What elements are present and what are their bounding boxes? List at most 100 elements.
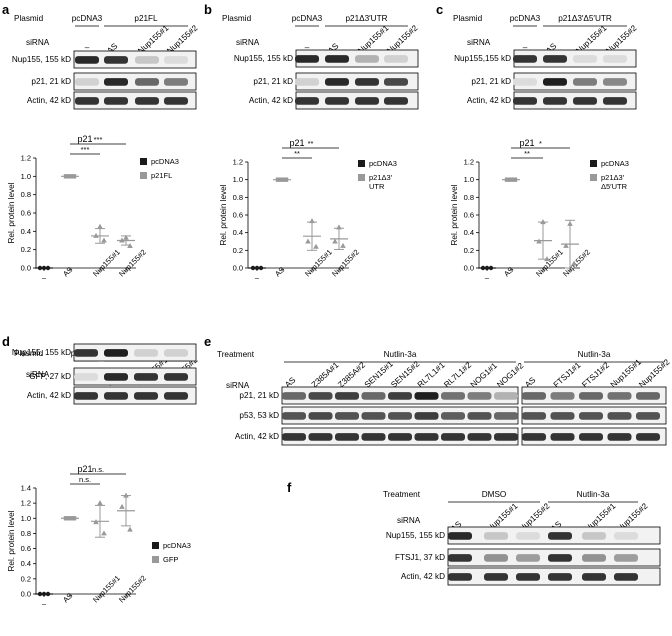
data-point: [567, 220, 573, 226]
blot-panel-d: PlasmidsiRNApcDNA3GFP–ASNup155#1Nup155#2…: [12, 343, 200, 405]
row-label-plasmid: Plasmid: [453, 14, 483, 23]
legend-label-cont: Δ5′UTR: [601, 182, 628, 191]
y-tick-label: 0.4: [21, 227, 31, 236]
significance-label: **: [308, 139, 314, 148]
significance-label: n.s.: [92, 465, 104, 474]
data-point: [258, 265, 264, 271]
data-point: [305, 238, 311, 244]
data-point: [480, 265, 486, 271]
data-point: [123, 492, 129, 498]
y-axis-label: Rel. protein level: [219, 184, 228, 245]
chart-title: p21: [519, 138, 534, 148]
x-tick-label: AS: [273, 265, 286, 278]
legend-label: pcDNA3: [369, 159, 397, 168]
blot-strip-right-3-band-2: [550, 433, 575, 441]
blot-strip-left-1-band-2: [308, 392, 333, 400]
blot-strip-3-band-4: [603, 97, 627, 105]
legend-swatch: [152, 556, 159, 563]
blot-strip-1-band-2: [543, 55, 567, 63]
row-label-sirna: siRNA: [236, 38, 260, 47]
y-axis-label: Rel. protein level: [7, 510, 16, 571]
data-point: [119, 503, 125, 509]
blot-strip-2-band-3: [134, 373, 158, 381]
blot-strip-3-band-4: [548, 573, 572, 581]
blot-strip-2-band-3: [355, 78, 379, 86]
significance-label: *: [539, 139, 542, 148]
lane-label-1: –: [523, 43, 528, 52]
blot-strip-right-1-band-1: [522, 392, 546, 400]
y-tick-label: 0.4: [21, 559, 31, 568]
data-point: [504, 177, 510, 182]
panel-letter-c: c: [436, 2, 443, 17]
blot-strip-left-2-band-8: [467, 412, 492, 420]
blot-strip-left-2-band-9: [494, 412, 518, 420]
legend-label: pcDNA3: [163, 541, 191, 550]
data-point: [313, 243, 319, 249]
blot-strip-right-3-band-5: [636, 433, 660, 441]
data-point: [127, 526, 133, 532]
y-tick-label: 0.2: [21, 574, 31, 583]
data-point: [119, 237, 125, 243]
blot-strip-1-band-3: [134, 349, 158, 357]
blot-strip-3-band-3: [134, 392, 158, 400]
blot-strip-right-2-band-5: [636, 412, 660, 420]
blot-strip-3-band-2: [325, 97, 349, 105]
panel-letter-a: a: [2, 2, 10, 17]
data-point: [37, 591, 43, 597]
blot-label-3: Actin, 42 kD: [467, 96, 511, 105]
blot-strip-1-band-5: [582, 532, 606, 540]
y-tick-label: 0.4: [464, 228, 474, 237]
blot-strip-2-band-4: [164, 373, 188, 381]
blot-strip-2-band-4: [603, 78, 627, 86]
y-tick-label: 0.8: [464, 193, 474, 202]
data-point: [63, 516, 69, 521]
data-point: [332, 238, 338, 244]
blot-strip-1-band-6: [614, 532, 638, 540]
row-label-treatment: Treatment: [383, 490, 421, 499]
blot-strip-left-3-band-1: [282, 433, 306, 441]
y-tick-label: 0.0: [464, 264, 474, 273]
blot-label-1: Nup155,155 kD: [454, 54, 511, 63]
blot-strip-2-band-1: [448, 554, 472, 562]
panel-letter-f: f: [287, 480, 292, 495]
data-point: [71, 174, 77, 179]
group-label-0: DMSO: [482, 490, 507, 499]
chart-d: p21 0.0 0.2 0.4 0.6 0.8 1.0 1.2 1.4 Rel. protein …: [7, 464, 191, 608]
blot-strip-2-band-1: [74, 373, 98, 381]
y-axis-label: Rel. protein level: [450, 184, 459, 245]
group-label-left: Nutlin-3a: [384, 350, 417, 359]
y-tick-label: 1.4: [21, 484, 31, 493]
y-tick-label: 0.2: [233, 246, 243, 255]
x-tick-label: –: [42, 273, 47, 282]
data-point: [101, 530, 107, 536]
significance-label: n.s.: [79, 475, 91, 484]
lane-label-1: –: [305, 43, 310, 52]
data-point: [67, 174, 73, 179]
legend-swatch: [358, 174, 365, 181]
data-point: [127, 243, 133, 248]
panel-letter-b: b: [204, 2, 212, 17]
data-point: [97, 223, 103, 229]
legend-swatch: [140, 158, 147, 165]
blot-strip-1-band-4: [603, 55, 627, 63]
blot-strip-right-1-band-3: [579, 392, 603, 400]
data-point: [123, 234, 129, 240]
x-tick-label: Nup155#1: [91, 574, 122, 605]
blot-strip-3-band-2: [104, 392, 128, 400]
blot-strip-left-2-band-2: [308, 412, 333, 420]
blot-strip-3-band-6: [614, 573, 638, 581]
group-label-right: Nutlin-3a: [578, 350, 611, 359]
blot-label-2: p53, 53 kD: [239, 411, 279, 420]
y-tick-label: 0.4: [233, 228, 243, 237]
blot-strip-3-band-4: [164, 392, 188, 400]
blot-strip-1-band-2: [104, 349, 128, 357]
blot-strip-1-band-1: [295, 55, 319, 63]
y-axis-label: Rel. protein level: [7, 182, 16, 243]
x-tick-label: Nup155#2: [117, 248, 148, 279]
blot-strip-right-2-band-4: [607, 412, 632, 420]
blot-strip-2-band-5: [582, 554, 606, 562]
blot-label-2: p21, 21 kD: [31, 77, 71, 86]
